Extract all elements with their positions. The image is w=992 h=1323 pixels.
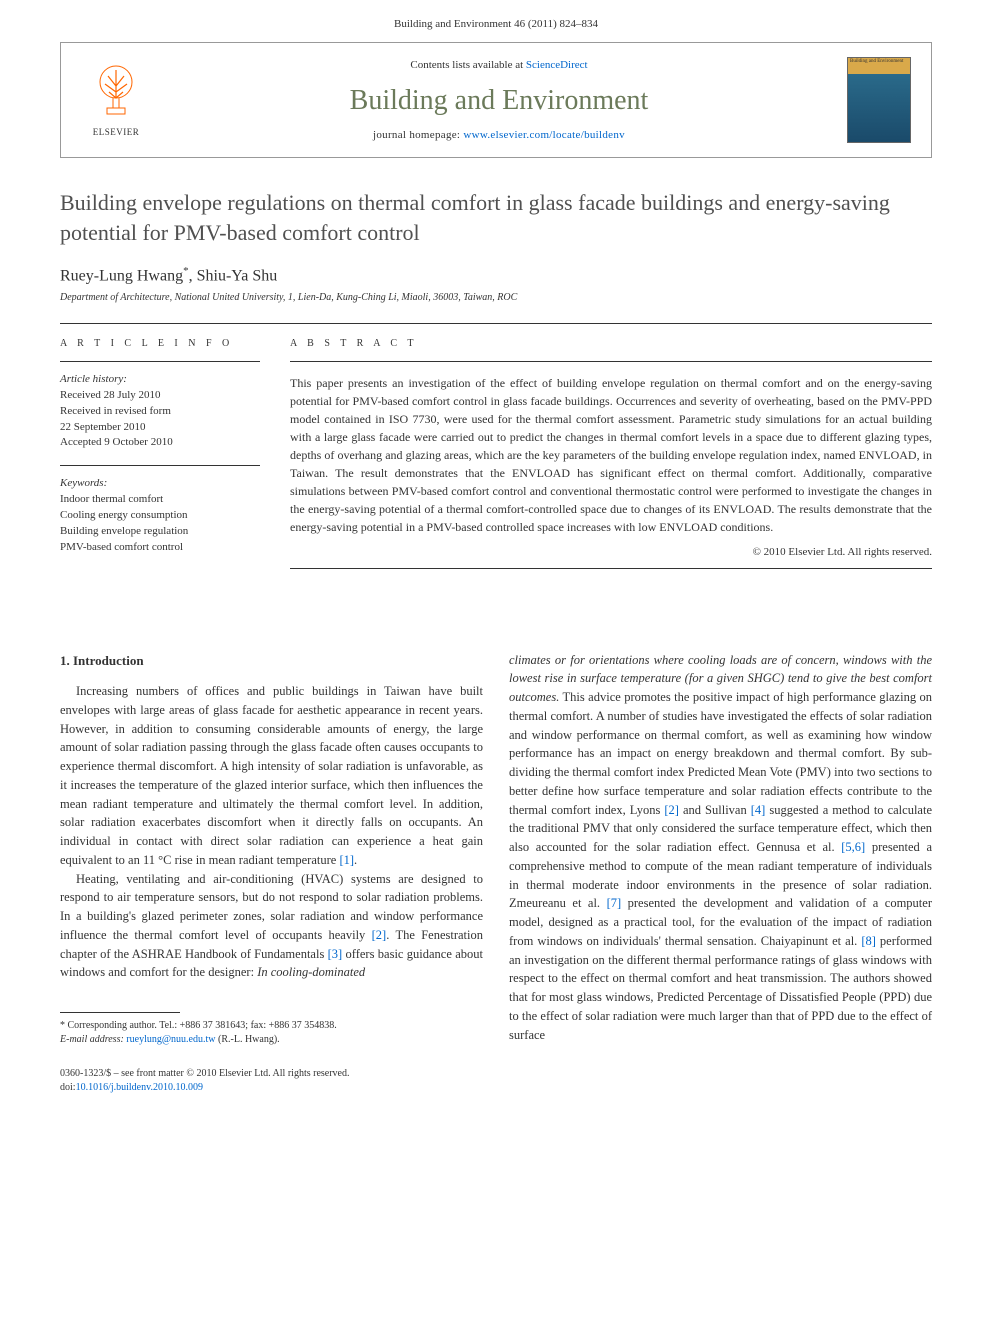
sciencedirect-link[interactable]: ScienceDirect — [526, 59, 588, 71]
history-line-3: 22 September 2010 — [60, 420, 260, 436]
article-title: Building envelope regulations on thermal… — [60, 188, 932, 247]
footer-block: 0360-1323/$ – see front matter © 2010 El… — [60, 1067, 932, 1095]
abstract-copyright: © 2010 Elsevier Ltd. All rights reserved… — [290, 546, 932, 558]
ref-link-col2-4[interactable]: [4] — [751, 803, 766, 817]
body-column-left: 1. Introduction Increasing numbers of of… — [60, 651, 483, 1048]
intro-para-1: Increasing numbers of offices and public… — [60, 682, 483, 870]
article-main: Building envelope regulations on thermal… — [0, 178, 992, 623]
article-info-label: A R T I C L E I N F O — [60, 338, 260, 349]
col2-f: performed an investigation on the differ… — [509, 934, 932, 1042]
email-line: E-mail address: rueylung@nuu.edu.tw (R.-… — [60, 1033, 483, 1047]
ref-link-col2-56[interactable]: [5,6] — [841, 840, 865, 854]
ref-link-2[interactable]: [2] — [372, 928, 387, 942]
p2-italic: In cooling-dominated — [257, 965, 365, 979]
history-line-1: Received 28 July 2010 — [60, 388, 260, 404]
p1-tail: . — [354, 853, 357, 867]
keyword-2: Cooling energy consumption — [60, 508, 260, 524]
publisher-logo: ELSEVIER — [81, 60, 151, 140]
cover-title: Building and Environment — [848, 58, 910, 74]
ref-link-col2-7[interactable]: [7] — [607, 896, 622, 910]
doi-prefix: doi: — [60, 1082, 76, 1093]
corr-author-note: * Corresponding author. Tel.: +886 37 38… — [60, 1019, 483, 1033]
abstract-column: A B S T R A C T This paper presents an i… — [290, 338, 932, 583]
doi-line: doi:10.1016/j.buildenv.2010.10.009 — [60, 1081, 932, 1095]
keywords-heading: Keywords: — [60, 476, 260, 492]
history-line-4: Accepted 9 October 2010 — [60, 435, 260, 451]
col2-b: and Sullivan — [679, 803, 751, 817]
abstract-divider-bottom — [290, 568, 932, 569]
ref-link-col2-2[interactable]: [2] — [664, 803, 679, 817]
article-history: Article history: Received 28 July 2010 R… — [60, 372, 260, 452]
journal-cover-thumbnail: Building and Environment — [847, 57, 911, 143]
contents-prefix: Contents lists available at — [410, 59, 525, 71]
col2-a: This advice promotes the positive impact… — [509, 690, 932, 817]
elsevier-tree-icon — [93, 64, 139, 125]
article-info-column: A R T I C L E I N F O Article history: R… — [60, 338, 260, 583]
info-abstract-row: A R T I C L E I N F O Article history: R… — [60, 338, 932, 583]
body-column-right: climates or for orientations where cooli… — [509, 651, 932, 1048]
author-joiner: , — [189, 268, 197, 285]
authors-line: Ruey-Lung Hwang*, Shiu-Ya Shu — [60, 265, 932, 285]
intro-para-2: Heating, ventilating and air-conditionin… — [60, 870, 483, 983]
keyword-1: Indoor thermal comfort — [60, 492, 260, 508]
affiliation: Department of Architecture, National Uni… — [60, 292, 932, 303]
divider-top — [60, 323, 932, 324]
homepage-line: journal homepage: www.elsevier.com/locat… — [151, 129, 847, 141]
issn-line: 0360-1323/$ – see front matter © 2010 El… — [60, 1067, 932, 1081]
header-box: ELSEVIER Contents lists available at Sci… — [60, 42, 932, 158]
footnote-block: * Corresponding author. Tel.: +886 37 38… — [60, 1019, 483, 1047]
contents-line: Contents lists available at ScienceDirec… — [151, 59, 847, 71]
info-divider-2 — [60, 465, 260, 466]
header-top: ELSEVIER Contents lists available at Sci… — [61, 43, 931, 157]
abstract-text: This paper presents an investigation of … — [290, 374, 932, 536]
homepage-prefix: journal homepage: — [373, 129, 463, 141]
p1-text: Increasing numbers of offices and public… — [60, 684, 483, 867]
abstract-label: A B S T R A C T — [290, 338, 932, 349]
doi-link[interactable]: 10.1016/j.buildenv.2010.10.009 — [76, 1082, 203, 1093]
abstract-divider — [290, 361, 932, 362]
keyword-4: PMV-based comfort control — [60, 540, 260, 556]
header-center: Contents lists available at ScienceDirec… — [151, 59, 847, 141]
ref-link-1[interactable]: [1] — [339, 853, 354, 867]
footnote-separator — [60, 1012, 180, 1013]
ref-link-3[interactable]: [3] — [328, 947, 343, 961]
homepage-url[interactable]: www.elsevier.com/locate/buildenv — [463, 129, 625, 141]
citation-bar: Building and Environment 46 (2011) 824–8… — [0, 0, 992, 42]
col2-para: climates or for orientations where cooli… — [509, 651, 932, 1045]
email-link[interactable]: rueylung@nuu.edu.tw — [126, 1034, 215, 1045]
keywords-block: Keywords: Indoor thermal comfort Cooling… — [60, 476, 260, 556]
email-suffix: (R.-L. Hwang). — [216, 1034, 280, 1045]
keyword-3: Building envelope regulation — [60, 524, 260, 540]
ref-link-col2-8[interactable]: [8] — [861, 934, 876, 948]
intro-heading: 1. Introduction — [60, 651, 483, 671]
publisher-name: ELSEVIER — [93, 127, 140, 137]
email-label: E-mail address: — [60, 1034, 126, 1045]
journal-title: Building and Environment — [151, 85, 847, 117]
history-heading: Article history: — [60, 372, 260, 388]
cover-image — [848, 74, 910, 142]
author-1: Ruey-Lung Hwang — [60, 268, 183, 285]
citation-text: Building and Environment 46 (2011) 824–8… — [394, 18, 598, 30]
author-2: Shiu-Ya Shu — [197, 268, 278, 285]
history-line-2: Received in revised form — [60, 404, 260, 420]
info-divider-1 — [60, 361, 260, 362]
body-columns: 1. Introduction Increasing numbers of of… — [60, 651, 932, 1048]
